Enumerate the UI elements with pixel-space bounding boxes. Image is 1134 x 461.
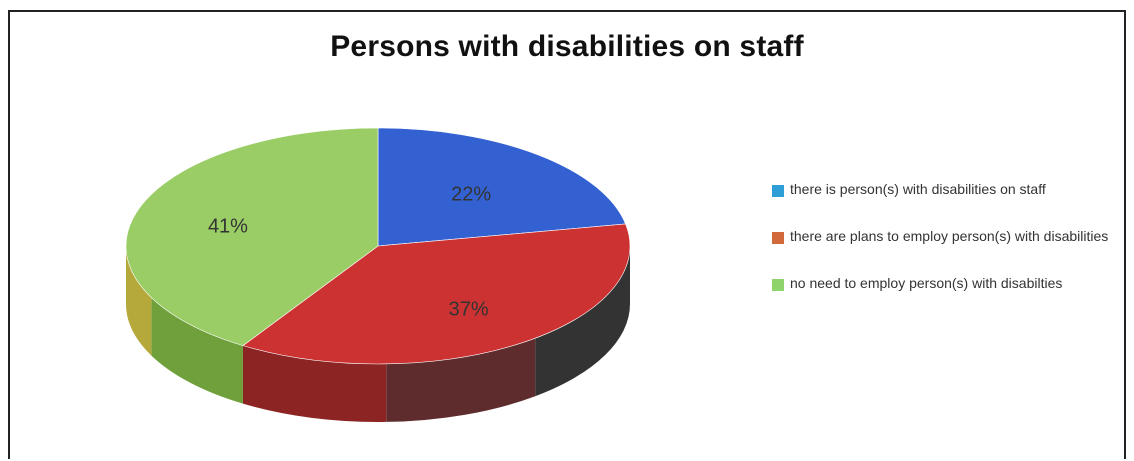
legend-label-plans: there are plans to employ person(s) with… — [790, 228, 1109, 244]
pie-label-no-need: 41% — [208, 216, 248, 238]
pie-slice-on-staff — [377, 127, 626, 247]
pie-slice-plans — [242, 223, 631, 365]
legend-item-no-need: no need to employ person(s) with disabil… — [772, 274, 1132, 293]
legend-item-on-staff: there is person(s) with disabilities on … — [772, 180, 1132, 199]
pie-label-on-staff: 22% — [451, 183, 491, 205]
chart-frame: Persons with disabilities on staff 22% 37… — [8, 10, 1126, 459]
pie-side-olive — [126, 246, 152, 356]
legend-label-on-staff: there is person(s) with disabilities on … — [790, 181, 1046, 197]
pie-side-red — [242, 345, 387, 422]
chart-title: Persons with disabilities on staff — [330, 30, 804, 63]
legend: there is person(s) with disabilities on … — [772, 180, 1132, 293]
pie-sides — [126, 246, 630, 422]
legend-swatch-orange — [772, 232, 784, 244]
pie-chart: 22% 37% 41% — [125, 127, 631, 422]
pie-tops — [125, 127, 631, 365]
pie-labels: 22% 37% 41% — [208, 183, 491, 320]
pie-side-maroon — [386, 338, 536, 422]
legend-swatch-blue — [772, 185, 784, 197]
legend-item-plans: there are plans to employ person(s) with… — [772, 227, 1132, 246]
pie-slice-no-need — [125, 127, 379, 346]
pie-side-green — [151, 297, 243, 404]
pie-side-dark — [535, 246, 630, 397]
pie-label-plans: 37% — [449, 298, 489, 320]
legend-label-no-need: no need to employ person(s) with disabil… — [790, 275, 1063, 291]
legend-swatch-green — [772, 279, 784, 291]
